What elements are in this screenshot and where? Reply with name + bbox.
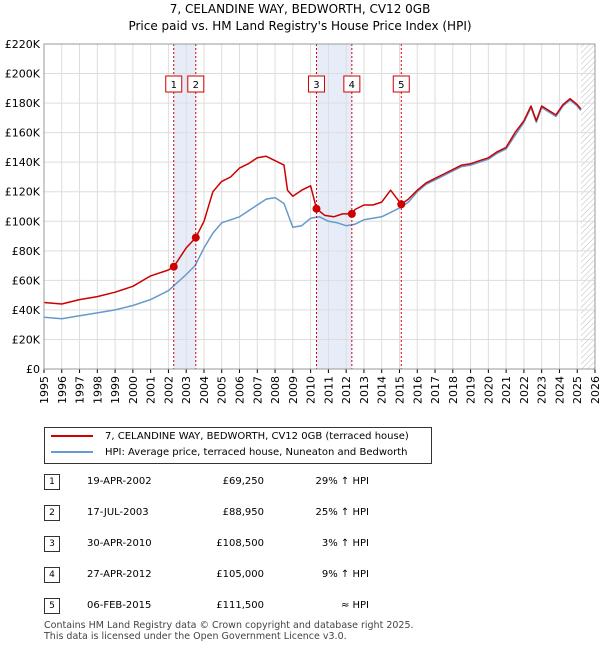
x-tick-label: 2000: [127, 376, 140, 404]
sale-marker-box: [343, 75, 361, 93]
y-tick-label: £60K: [12, 274, 41, 287]
x-tick-label: 2001: [145, 376, 158, 404]
y-tick-label: £20K: [12, 333, 41, 346]
footer-licence: This data is licensed under the Open Gov…: [44, 631, 347, 642]
hpi-line: [43, 99, 582, 320]
x-tick-label: 1999: [109, 376, 122, 404]
y-tick-label: £0: [26, 363, 40, 376]
sale-hpi-comparison: 3% ↑ HPI: [321, 538, 369, 549]
y-tick-label: £100K: [5, 215, 41, 228]
sale-point: [191, 233, 200, 242]
sale-date: 27-APR-2012: [87, 569, 152, 580]
sale-marker-box: [187, 75, 205, 93]
x-tick-label: 2008: [269, 376, 282, 404]
sale-date: 17-JUL-2003: [87, 507, 149, 518]
y-tick-label: £40K: [12, 304, 41, 317]
sale-row: 2 17-JUL-2003 £88,950 25% ↑ HPI: [44, 503, 384, 523]
y-tick-label: £200K: [5, 68, 41, 81]
sale-marker-box: [307, 75, 325, 93]
x-tick-label: 2005: [216, 376, 229, 404]
sale-point: [312, 204, 321, 213]
legend-property-label: 7, CELANDINE WAY, BEDWORTH, CV12 0GB (te…: [105, 431, 409, 442]
sale-row: 1 19-APR-2002 £69,250 29% ↑ HPI: [44, 472, 384, 492]
y-tick-label: £120K: [5, 186, 41, 199]
sale-marker-box: [165, 75, 183, 93]
legend-hpi-swatch: [51, 451, 93, 453]
y-tick-label: £220K: [5, 38, 41, 51]
sale-hpi-comparison: ≈ HPI: [340, 600, 369, 611]
sale-marker-label: 2: [193, 80, 199, 91]
x-tick-label: 2003: [180, 376, 193, 404]
x-tick-label: 1996: [56, 376, 69, 404]
x-tick-label: 2011: [322, 376, 335, 404]
x-tick-label: 2020: [482, 376, 495, 404]
x-tick-label: 2018: [447, 376, 460, 404]
sale-date: 19-APR-2002: [87, 476, 152, 487]
sale-marker-label: 4: [349, 80, 355, 91]
sale-marker-label: 1: [171, 80, 177, 91]
legend-property-swatch: [51, 435, 93, 437]
sale-number-badge: 4: [44, 567, 60, 583]
legend-hpi-label: HPI: Average price, terraced house, Nune…: [105, 447, 408, 458]
sale-number-badge: 1: [44, 474, 60, 490]
sale-point: [397, 200, 406, 209]
plot-frame: [43, 43, 596, 370]
sale-price: £111,500: [216, 600, 264, 611]
shaded-range: [173, 44, 196, 369]
sale-number-badge: 3: [44, 536, 60, 552]
sale-hpi-comparison: 9% ↑ HPI: [321, 569, 369, 580]
sale-point: [169, 262, 178, 271]
x-tick-label: 2017: [429, 376, 442, 404]
y-tick-label: £140K: [5, 156, 41, 169]
chart-subtitle: Price paid vs. HM Land Registry's House …: [128, 19, 472, 33]
x-tick-label: 2016: [411, 376, 424, 404]
x-tick-label: 2022: [518, 376, 531, 404]
x-tick-label: 2002: [162, 376, 175, 404]
x-tick-label: 2025: [571, 376, 584, 404]
x-tick-label: 2009: [287, 376, 300, 404]
x-tick-label: 2006: [234, 376, 247, 404]
price-chart: 1 2 3 4 5 £0 £20K £40K £60K £80K £100K £120K £140K £…: [5, 38, 600, 404]
sale-price: £108,500: [216, 538, 264, 549]
x-tick-label: 2021: [500, 376, 513, 404]
x-tick-label: 2023: [536, 376, 549, 404]
sale-date: 30-APR-2010: [87, 538, 152, 549]
x-tick-label: 1995: [38, 376, 51, 404]
sale-number-badge: 5: [44, 598, 60, 614]
sale-price: £69,250: [222, 476, 264, 487]
x-tick-label: 2024: [553, 376, 566, 404]
sale-number-badge: 2: [44, 505, 60, 521]
x-tick-label: 2007: [251, 376, 264, 404]
sale-row: 5 06-FEB-2015 £111,500 ≈ HPI: [44, 596, 384, 616]
sale-marker-label: 5: [398, 80, 404, 91]
x-tick-label: 2014: [376, 376, 389, 404]
x-tick-label: 2026: [589, 376, 600, 404]
sale-date: 06-FEB-2015: [87, 600, 152, 611]
chart-legend: 7, CELANDINE WAY, BEDWORTH, CV12 0GB (te…: [44, 427, 432, 464]
chart-title: 7, CELANDINE WAY, BEDWORTH, CV12 0GB: [169, 2, 431, 16]
y-tick-label: £180K: [5, 97, 41, 110]
x-tick-label: 2012: [340, 376, 353, 404]
sale-point: [347, 209, 356, 218]
x-tick-label: 2010: [305, 376, 318, 404]
footer-note: Contains HM Land Registry data © Crown c…: [44, 620, 414, 642]
sale-hpi-comparison: 29% ↑ HPI: [315, 476, 369, 487]
sale-price: £105,000: [216, 569, 264, 580]
sale-row: 4 27-APR-2012 £105,000 9% ↑ HPI: [44, 565, 384, 585]
x-tick-label: 1998: [91, 376, 104, 404]
sale-hpi-comparison: 25% ↑ HPI: [315, 507, 369, 518]
y-tick-label: £80K: [12, 245, 41, 258]
x-tick-label: 2004: [198, 376, 211, 404]
x-tick-label: 2013: [358, 376, 371, 404]
sale-row: 3 30-APR-2010 £108,500 3% ↑ HPI: [44, 534, 384, 554]
sale-marker-box: [392, 75, 410, 93]
sale-marker-label: 3: [313, 80, 319, 91]
sale-price: £88,950: [222, 507, 264, 518]
y-tick-label: £160K: [5, 127, 41, 140]
footer-copyright: Contains HM Land Registry data © Crown c…: [44, 620, 414, 631]
x-tick-label: 2019: [465, 376, 478, 404]
future-hatch: [580, 44, 595, 369]
x-tick-label: 2015: [393, 376, 406, 404]
x-tick-label: 1997: [74, 376, 87, 404]
